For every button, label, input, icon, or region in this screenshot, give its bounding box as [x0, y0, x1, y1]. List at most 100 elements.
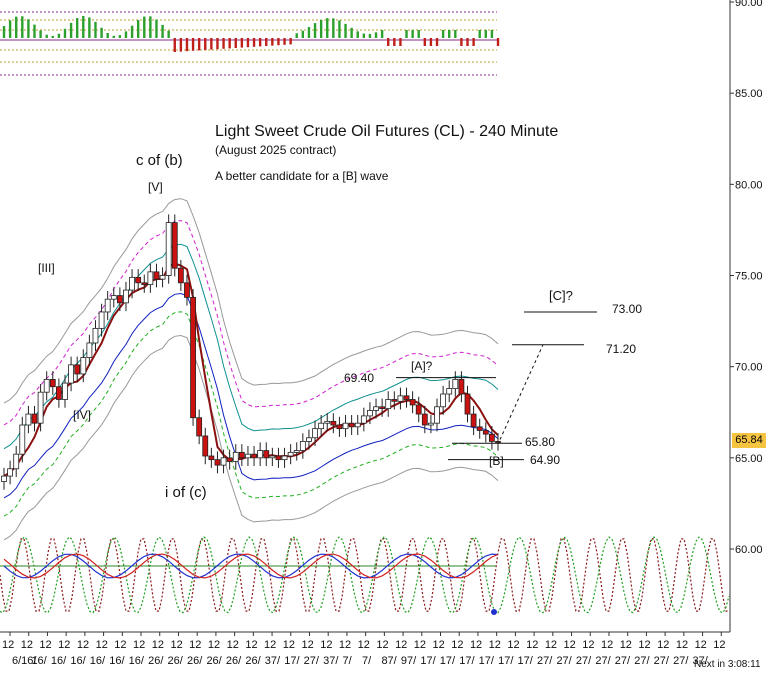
- candle-body: [68, 364, 74, 384]
- envelope-line: [3, 198, 499, 404]
- candle-body: [318, 422, 325, 430]
- y-tick-label: 90.00: [735, 0, 763, 9]
- candle-body: [86, 342, 93, 358]
- candle-body: [19, 424, 26, 455]
- candle-body: [330, 420, 337, 426]
- candle-body: [123, 289, 129, 304]
- candle-body: [458, 379, 465, 395]
- next-bar-countdown: Next in 3:08:11: [694, 659, 761, 670]
- indicator-bar: [88, 17, 91, 38]
- y-tick-label: 80.00: [735, 179, 763, 191]
- indicator-bar: [118, 35, 122, 38]
- x-date-label: 27/: [304, 655, 320, 667]
- indicator-bar: [258, 38, 262, 47]
- indicator-bar: [246, 38, 250, 48]
- indicator-bar: [423, 38, 427, 46]
- chart-title: Light Sweet Crude Oil Futures (CL) - 240…: [215, 123, 558, 140]
- indicator-bar: [216, 38, 219, 50]
- x-date-label: 16/: [90, 655, 106, 667]
- x-date-label: 26/: [148, 655, 164, 667]
- candle-body: [495, 441, 501, 443]
- x-axis: 12 12 12 12 12 12 12 12 12 12 12 12 12 12 12 12 12 12 12 12…: [0, 631, 730, 667]
- indicator-bar: [490, 30, 494, 38]
- candle-body: [202, 435, 209, 457]
- x-tick-label: 12: [114, 639, 126, 651]
- x-tick-label: 12: [208, 639, 220, 651]
- indicator-bar: [387, 38, 390, 46]
- indicator-bar: [179, 38, 183, 52]
- wave-label-i-of-c: i of (c): [165, 484, 207, 501]
- envelope-line: [3, 311, 499, 517]
- chart-subtitle: (August 2025 contract): [215, 143, 336, 157]
- oscillator-line-slow: [3, 553, 499, 579]
- level-label-73-00: 73.00: [612, 302, 642, 316]
- indicator-bar: [185, 38, 189, 52]
- x-tick-label: 12: [695, 639, 707, 651]
- candle-body: [92, 327, 99, 344]
- candle-body: [312, 428, 318, 439]
- candle-body: [299, 441, 306, 451]
- candle-body: [153, 271, 160, 280]
- level-label-65-80: 65.80: [525, 435, 555, 449]
- y-tick-label: 65.00: [735, 453, 763, 465]
- top-indicator-panel: [0, 11, 500, 76]
- x-date-label: 26/: [226, 655, 242, 667]
- x-date-label: 17/: [498, 655, 514, 667]
- x-tick-label: 12: [451, 639, 463, 651]
- indicator-bar: [45, 34, 48, 38]
- x-date-label: 16/: [129, 655, 145, 667]
- envelope-line: [3, 220, 499, 426]
- candle-body: [391, 399, 398, 402]
- chart-note: A better candidate for a [B] wave: [215, 169, 389, 183]
- candle-body: [476, 426, 483, 431]
- x-date-label: 27/: [576, 655, 592, 667]
- x-date-label: 27/: [615, 655, 631, 667]
- indicator-bar: [100, 27, 103, 38]
- indicator-bar: [307, 27, 311, 38]
- candle-body: [293, 450, 300, 453]
- candle-body: [452, 379, 459, 389]
- indicator-bar: [51, 35, 54, 38]
- indicator-bar: [161, 24, 164, 38]
- x-tick-label: 12: [638, 639, 650, 651]
- candle-body: [434, 406, 440, 424]
- x-tick-label: 12: [620, 639, 632, 651]
- indicator-bar: [484, 30, 488, 38]
- indicator-bar: [429, 38, 433, 46]
- x-tick-label: 12: [582, 639, 594, 651]
- candle-body: [251, 453, 257, 459]
- indicator-bar: [204, 38, 207, 50]
- level-label-69-40: 69.40: [344, 371, 374, 385]
- indicator-bar: [234, 38, 237, 48]
- x-tick-label: 12: [414, 639, 426, 651]
- candle-body: [116, 295, 123, 304]
- candle-body: [482, 430, 489, 435]
- candle-body: [220, 457, 227, 466]
- x-date-label: 17/: [479, 655, 495, 667]
- indicator-bar: [350, 27, 353, 38]
- x-date-label: 27/: [654, 655, 670, 667]
- x-date-label: 16/: [31, 655, 47, 667]
- x-date-label: 27/: [595, 655, 611, 667]
- cycle-wave: [0, 538, 729, 612]
- x-tick-label: 12: [657, 639, 669, 651]
- wave-label-c-of-b: c of (b): [136, 152, 183, 169]
- y-tick-label: 60.00: [735, 544, 763, 556]
- x-tick-label: 12: [526, 639, 538, 651]
- candle-body: [196, 417, 203, 437]
- x-tick-label: 12: [283, 639, 295, 651]
- candle-body: [385, 399, 392, 410]
- indicator-bar: [252, 38, 256, 47]
- candle-body: [147, 271, 154, 286]
- current-price-badge: 65.84: [732, 433, 766, 448]
- indicator-bar: [57, 33, 61, 38]
- indicator-bar: [155, 19, 158, 38]
- indicator-bar: [94, 21, 97, 38]
- indicator-bar: [295, 33, 298, 38]
- candle-body: [464, 393, 471, 415]
- indicator-bar: [313, 23, 317, 38]
- envelope-line: [3, 334, 499, 541]
- candle-body: [190, 296, 196, 419]
- x-tick-label: 12: [395, 639, 407, 651]
